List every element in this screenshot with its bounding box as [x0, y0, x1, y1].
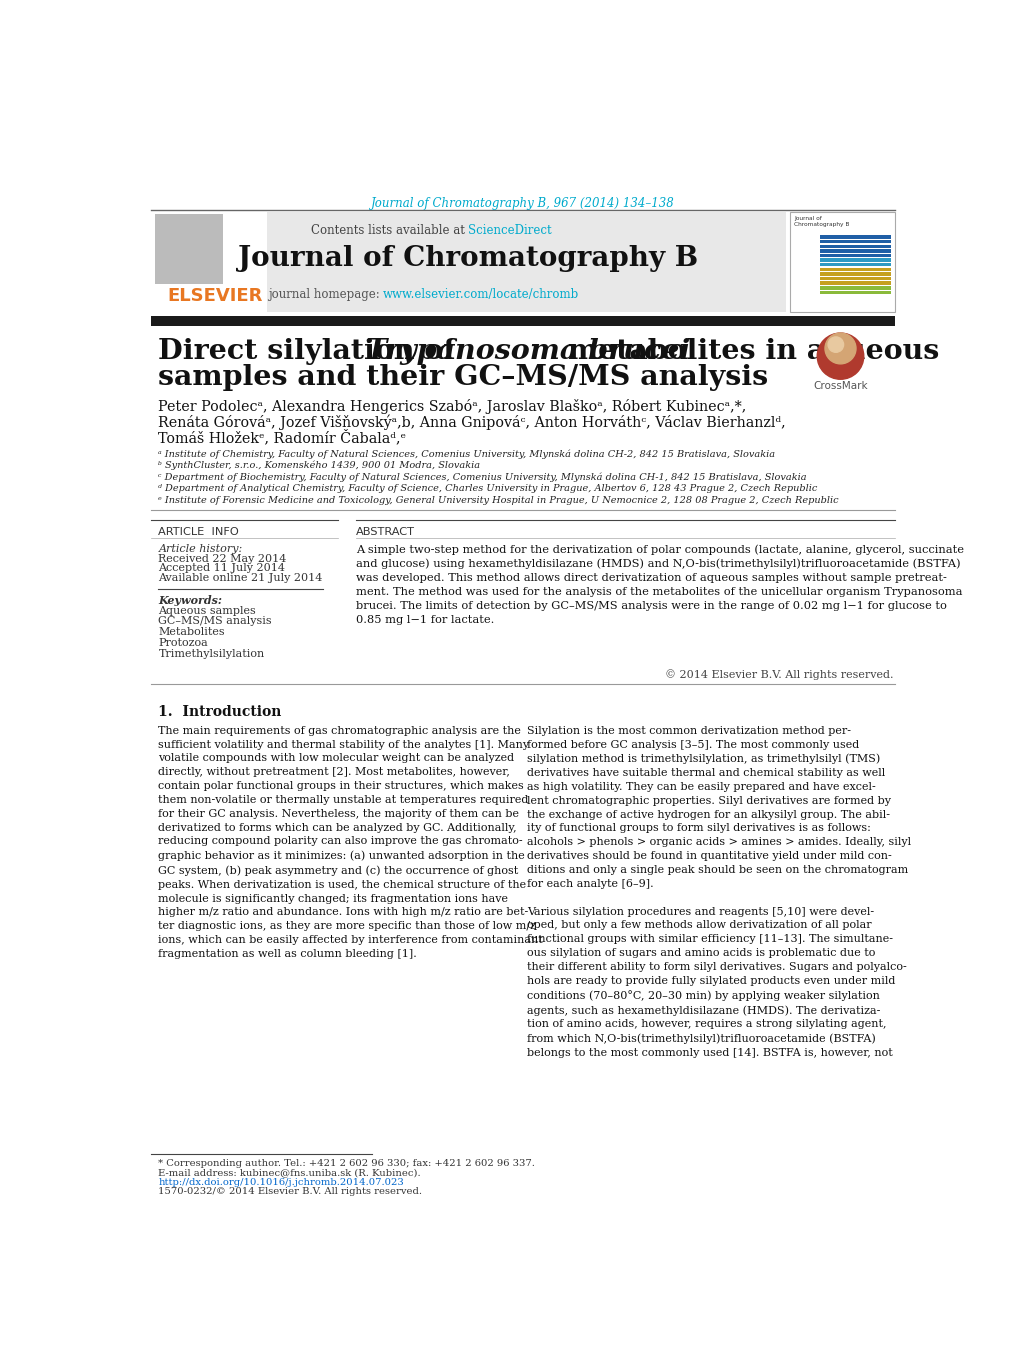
Text: ELSEVIER: ELSEVIER: [168, 286, 263, 305]
Text: Contents lists available at: Contents lists available at: [311, 224, 468, 236]
Bar: [819, 263, 890, 266]
Bar: [151, 212, 267, 312]
Circle shape: [827, 336, 843, 353]
Bar: [819, 281, 890, 285]
Bar: [151, 316, 894, 326]
Text: Journal of
Chromatography B: Journal of Chromatography B: [793, 216, 849, 227]
Bar: [819, 254, 890, 257]
Text: ScienceDirect: ScienceDirect: [468, 224, 551, 236]
Text: CrossMark: CrossMark: [812, 381, 867, 390]
Text: ᵈ Department of Analytical Chemistry, Faculty of Science, Charles University in : ᵈ Department of Analytical Chemistry, Fa…: [158, 484, 817, 493]
Text: ARTICLE  INFO: ARTICLE INFO: [158, 527, 239, 538]
Text: www.elsevier.com/locate/chromb: www.elsevier.com/locate/chromb: [383, 288, 579, 301]
Text: samples and their GC–MS/MS analysis: samples and their GC–MS/MS analysis: [158, 363, 768, 390]
Text: Trimethylsilylation: Trimethylsilylation: [158, 648, 265, 659]
Text: E-mail address: kubinec@fns.uniba.sk (R. Kubinec).: E-mail address: kubinec@fns.uniba.sk (R.…: [158, 1169, 421, 1178]
Text: Journal of Chromatography B: Journal of Chromatography B: [238, 246, 698, 273]
Text: ᵉ Institute of Forensic Medicine and Toxicology, General University Hospital in : ᵉ Institute of Forensic Medicine and Tox…: [158, 496, 839, 504]
Text: Renáta Górováᵃ, Jozef Višňovskýᵃ,b, Anna Gnipováᶜ, Anton Horváthᶜ, Václav Bierha: Renáta Górováᵃ, Jozef Višňovskýᵃ,b, Anna…: [158, 415, 786, 430]
Bar: [819, 273, 890, 276]
Text: ᶜ Department of Biochemistry, Faculty of Natural Sciences, Comenius University, : ᶜ Department of Biochemistry, Faculty of…: [158, 473, 806, 482]
Text: © 2014 Elsevier B.V. All rights reserved.: © 2014 Elsevier B.V. All rights reserved…: [664, 669, 893, 680]
Text: ᵇ SynthCluster, s.r.o., Komenského 1439, 900 01 Modra, Slovakia: ᵇ SynthCluster, s.r.o., Komenského 1439,…: [158, 461, 480, 470]
Text: ABSTRACT: ABSTRACT: [356, 527, 415, 538]
Bar: [155, 215, 222, 284]
Text: journal homepage:: journal homepage:: [267, 288, 383, 301]
Bar: [790, 212, 894, 312]
Bar: [819, 277, 890, 280]
Text: Keywords:: Keywords:: [158, 594, 222, 605]
Text: Tomáš Hložekᵉ, Radomír Čabalaᵈ,ᵉ: Tomáš Hložekᵉ, Radomír Čabalaᵈ,ᵉ: [158, 430, 407, 446]
Text: Accepted 11 July 2014: Accepted 11 July 2014: [158, 563, 285, 573]
Text: http://dx.doi.org/10.1016/j.jchromb.2014.07.023: http://dx.doi.org/10.1016/j.jchromb.2014…: [158, 1178, 404, 1186]
Text: GC–MS/MS analysis: GC–MS/MS analysis: [158, 616, 272, 627]
Text: Journal of Chromatography B, 967 (2014) 134–138: Journal of Chromatography B, 967 (2014) …: [371, 197, 674, 209]
Text: The main requirements of gas chromatographic analysis are the
sufficient volatil: The main requirements of gas chromatogra…: [158, 725, 543, 959]
Text: metabolites in aqueous: metabolites in aqueous: [557, 338, 937, 365]
Text: * Corresponding author. Tel.: +421 2 602 96 330; fax: +421 2 602 96 337.: * Corresponding author. Tel.: +421 2 602…: [158, 1159, 535, 1169]
Text: ᵃ Institute of Chemistry, Faculty of Natural Sciences, Comenius University, Mlyn: ᵃ Institute of Chemistry, Faculty of Nat…: [158, 450, 774, 459]
Text: Received 22 May 2014: Received 22 May 2014: [158, 554, 286, 565]
Circle shape: [824, 334, 855, 363]
Text: Trypanosoma brucei: Trypanosoma brucei: [366, 338, 690, 365]
Circle shape: [816, 334, 863, 380]
Bar: [819, 290, 890, 295]
Bar: [151, 212, 786, 312]
Bar: [819, 249, 890, 253]
Text: Peter Podolecᵃ, Alexandra Hengerics Szabóᵃ, Jaroslav Blaškoᵃ, Róbert Kubinecᵃ,*,: Peter Podolecᵃ, Alexandra Hengerics Szab…: [158, 400, 746, 415]
Bar: [819, 258, 890, 262]
Text: Silylation is the most common derivatization method per-
formed before GC analys: Silylation is the most common derivatiza…: [526, 725, 910, 1058]
Text: 1570-0232/© 2014 Elsevier B.V. All rights reserved.: 1570-0232/© 2014 Elsevier B.V. All right…: [158, 1188, 422, 1196]
Bar: [819, 235, 890, 239]
Text: Metabolites: Metabolites: [158, 627, 225, 638]
Text: Available online 21 July 2014: Available online 21 July 2014: [158, 573, 323, 582]
Text: Aqueous samples: Aqueous samples: [158, 605, 256, 616]
Text: Direct silylation of: Direct silylation of: [158, 338, 466, 365]
Text: A simple two-step method for the derivatization of polar compounds (lactate, ala: A simple two-step method for the derivat…: [356, 544, 963, 626]
Text: 1.  Introduction: 1. Introduction: [158, 705, 281, 719]
Bar: [819, 245, 890, 249]
Text: Protozoa: Protozoa: [158, 638, 208, 648]
Text: Article history:: Article history:: [158, 544, 243, 554]
Bar: [819, 267, 890, 272]
Bar: [819, 240, 890, 243]
Bar: [819, 286, 890, 289]
